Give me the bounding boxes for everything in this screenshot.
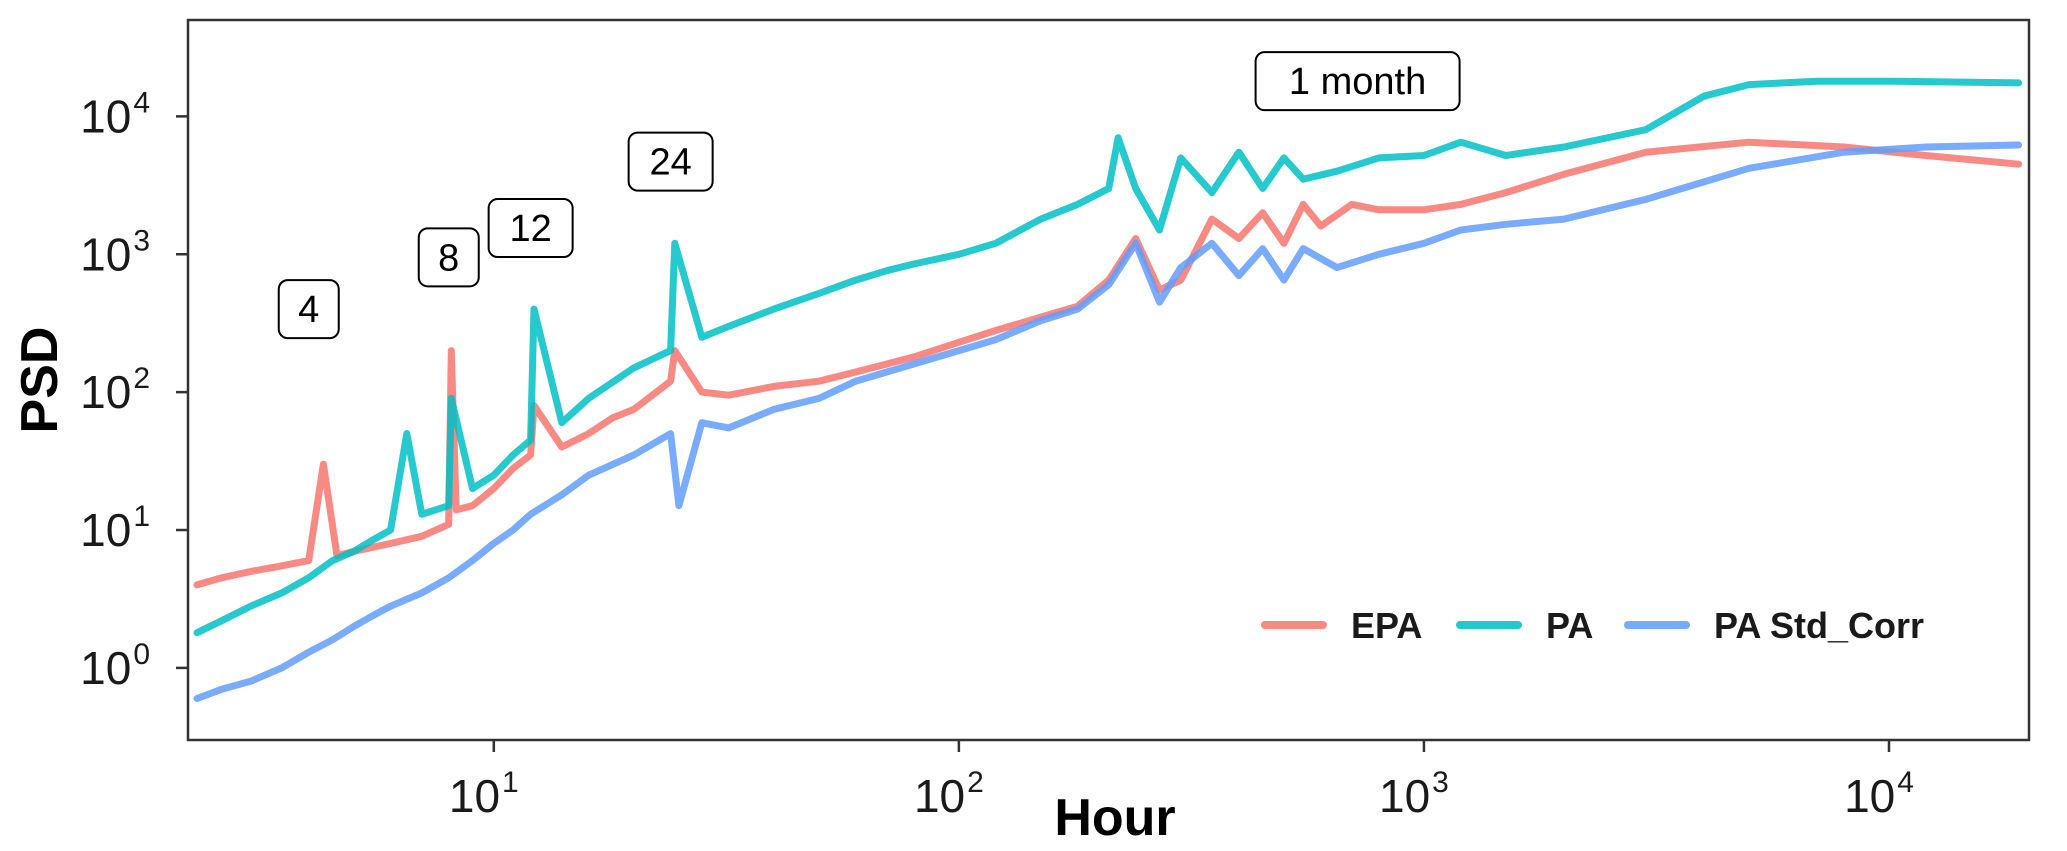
legend: EPA PA PA Std_Corr: [1261, 605, 1924, 646]
series-layer: [193, 77, 2023, 702]
y-tick-label: 104: [80, 86, 150, 142]
annotation-layer: 4 8 12 24 1 month: [277, 51, 1461, 340]
annotation-label: 12: [487, 198, 574, 259]
y-tick-label: 100: [80, 638, 150, 694]
y-tick-label: 102: [80, 362, 150, 418]
y-axis-title: PSD: [11, 327, 69, 434]
x-tick-label: 102: [914, 766, 984, 822]
series-line-epa: [193, 138, 2023, 589]
y-tick-label: 101: [80, 500, 150, 556]
legend-label-pa: PA: [1546, 605, 1593, 646]
annotation-text: 12: [509, 208, 551, 250]
annotation-label: 8: [417, 227, 480, 288]
plot-panel: [186, 18, 2031, 742]
annotation-label: 1 month: [1254, 51, 1461, 112]
annotation-text: 1 month: [1289, 61, 1426, 103]
legend-label-epa: EPA: [1351, 605, 1422, 646]
annotation-text: 24: [649, 142, 691, 184]
annotation-text: 4: [298, 289, 319, 331]
annotation-label: 4: [277, 279, 340, 340]
x-tick-label: 104: [1844, 766, 1914, 822]
annotation-text: 8: [438, 237, 459, 279]
y-axis-ticks: 100 101 102 103 104: [80, 86, 188, 694]
series-line-pa: [193, 77, 2023, 637]
legend-label-pa-std-corr: PA Std_Corr: [1714, 605, 1924, 646]
y-tick-label: 103: [80, 224, 150, 280]
annotation-label: 24: [627, 131, 714, 192]
x-tick-label: 103: [1379, 766, 1449, 822]
x-axis-ticks: 101 102 103 104: [449, 740, 1914, 822]
x-axis-title: Hour: [1054, 789, 1175, 847]
series-line-pa-std-corr: [193, 141, 2023, 702]
x-tick-label: 101: [449, 766, 519, 822]
